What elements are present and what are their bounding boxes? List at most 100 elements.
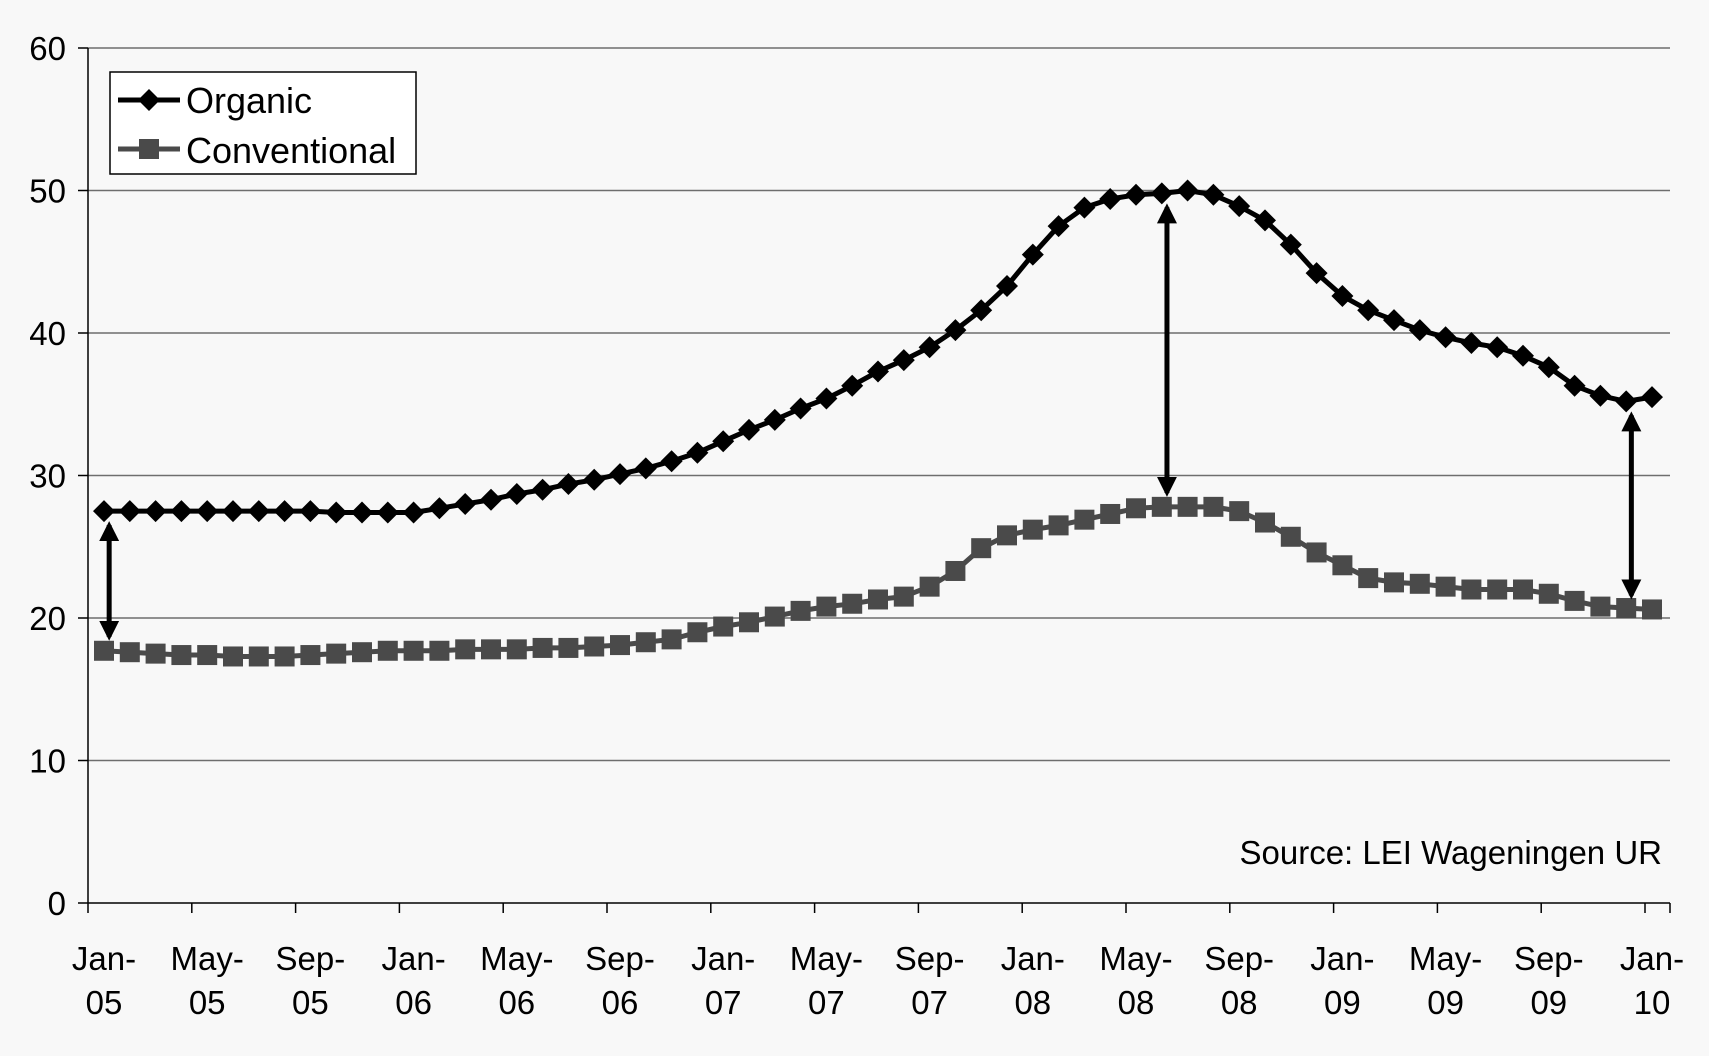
data-point-organic [1202, 183, 1225, 206]
legend-box [109, 71, 417, 175]
x-tick-label: May- [171, 940, 244, 977]
data-point-organic [1383, 309, 1405, 332]
x-tick-label: 08 [1118, 984, 1155, 1021]
data-point-conventional [1409, 573, 1430, 594]
data-point-organic [1099, 188, 1122, 211]
data-point-conventional [635, 632, 656, 653]
data-point-conventional [1616, 598, 1637, 619]
x-tick-label: 05 [292, 984, 329, 1021]
data-point-conventional [687, 622, 708, 643]
data-point-organic [376, 501, 399, 524]
x-tick-label: 07 [808, 984, 845, 1021]
source-annotation: Source: LEI Wageningen UR [1239, 834, 1662, 871]
data-point-organic [712, 430, 735, 453]
data-point-organic [738, 418, 760, 441]
gap-arrows [99, 203, 1642, 641]
series-line-organic [104, 188, 1653, 515]
data-point-organic [1150, 182, 1173, 205]
data-point-organic [1331, 284, 1354, 307]
y-tick-label: 10 [29, 743, 66, 780]
data-point-conventional [1358, 568, 1379, 589]
data-point-conventional [1306, 542, 1327, 563]
data-point-organic [660, 450, 683, 473]
x-tick-label: Sep- [895, 940, 965, 977]
x-tick-label: Jan- [1620, 940, 1684, 977]
data-point-organic [918, 336, 941, 359]
data-point-conventional [790, 600, 811, 621]
data-point-organic [686, 441, 709, 464]
data-point-organic [1615, 390, 1638, 413]
axes: 0 10 20 30 40 50 60 Jan- 05 May- 05 Sep- 05 Jan- 06 May… [29, 30, 1684, 1021]
data-point-organic [1228, 195, 1251, 218]
data-point-conventional [868, 589, 888, 610]
data-point-organic [247, 500, 270, 523]
data-point-conventional [119, 642, 140, 663]
data-point-organic [222, 500, 244, 523]
data-point-organic [118, 500, 141, 523]
series-layer [93, 179, 1663, 667]
data-point-conventional [197, 645, 218, 666]
legend-label-organic: Organic [186, 80, 312, 121]
data-point-organic [763, 408, 786, 431]
data-point-organic [892, 349, 915, 372]
data-point-organic [1176, 179, 1199, 202]
data-point-organic [454, 493, 477, 515]
data-point-organic [144, 500, 167, 523]
data-point-organic [609, 463, 631, 486]
data-point-organic [970, 299, 993, 322]
data-point-conventional [403, 640, 424, 661]
data-point-conventional [1332, 555, 1353, 576]
data-point-conventional [352, 642, 372, 663]
x-tick-label: 09 [1530, 984, 1567, 1021]
data-point-conventional [377, 640, 398, 661]
x-tick-label: 06 [498, 984, 535, 1021]
data-point-conventional [816, 596, 837, 617]
data-point-organic [1357, 299, 1380, 322]
data-point-organic [1279, 233, 1302, 256]
data-point-conventional [1126, 498, 1146, 519]
data-point-organic [1589, 384, 1612, 407]
data-point-organic [789, 397, 812, 420]
data-point-conventional [1100, 503, 1121, 524]
data-point-conventional [532, 637, 553, 658]
data-point-conventional [326, 643, 347, 664]
data-point-organic [1305, 262, 1328, 285]
data-point-conventional [842, 593, 863, 614]
data-point-conventional [171, 645, 192, 666]
data-point-conventional [1255, 512, 1275, 533]
data-point-conventional [971, 538, 992, 559]
y-tick-label: 30 [29, 458, 66, 495]
data-point-conventional [1461, 579, 1482, 600]
data-point-organic [1486, 336, 1509, 359]
x-tick-label: 08 [1221, 984, 1258, 1021]
data-point-organic [1073, 196, 1096, 219]
data-point-organic [557, 473, 580, 496]
data-point-organic [1563, 374, 1586, 397]
data-point-conventional [248, 646, 269, 667]
data-point-conventional [94, 640, 114, 661]
data-point-conventional [1177, 496, 1198, 517]
data-point-organic [1460, 331, 1483, 354]
x-tick-label: May- [1099, 940, 1172, 977]
data-point-organic [325, 501, 348, 524]
x-tick-label: May- [480, 940, 553, 977]
x-tick-label: Jan- [1001, 940, 1065, 977]
x-tick-label: Jan- [1310, 940, 1374, 977]
data-point-conventional [1203, 496, 1224, 517]
data-point-organic [867, 360, 889, 383]
x-tick-label: 08 [1014, 984, 1051, 1021]
data-point-organic [634, 457, 657, 480]
x-tick-label: 05 [189, 984, 226, 1021]
data-point-organic [402, 501, 425, 524]
data-point-organic [299, 500, 322, 523]
data-point-organic [1512, 344, 1534, 367]
x-tick-label: Sep- [1514, 940, 1584, 977]
data-point-conventional [1564, 590, 1585, 611]
gridlines [88, 47, 1670, 762]
data-point-organic [196, 500, 219, 523]
y-tick-label: 0 [48, 885, 66, 922]
data-point-organic [531, 478, 554, 501]
data-point-conventional [610, 635, 630, 656]
data-point-conventional [1487, 579, 1508, 600]
